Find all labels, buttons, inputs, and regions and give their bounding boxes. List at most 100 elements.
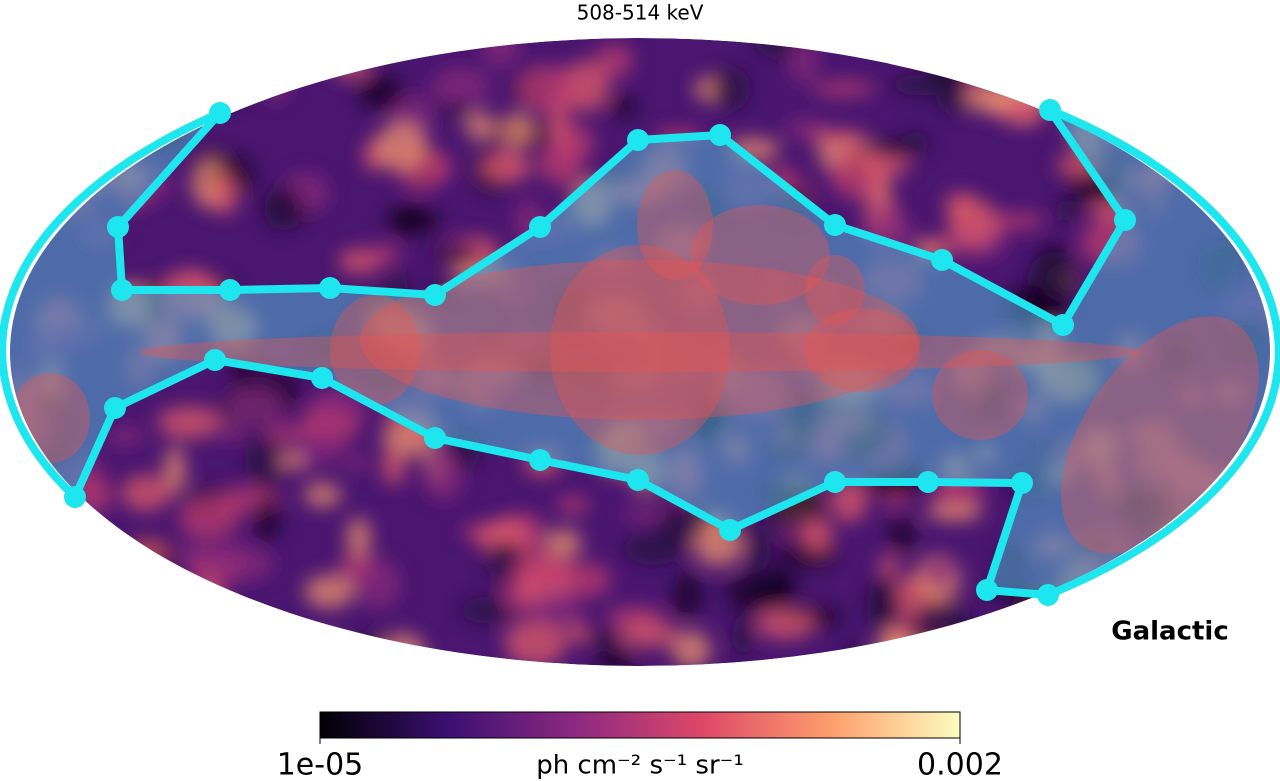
texture-blob <box>385 207 442 233</box>
analysis-region <box>10 110 1270 595</box>
texture-blob <box>1217 531 1270 564</box>
texture-blob <box>171 542 231 564</box>
texture-blob <box>1206 89 1244 113</box>
texture-blob <box>1068 645 1123 666</box>
texture-blob <box>672 572 704 618</box>
texture-blob <box>841 641 862 666</box>
texture-blob <box>192 581 226 624</box>
texture-blob <box>1050 45 1109 78</box>
texture-blob <box>169 98 192 125</box>
region-vertex <box>917 471 939 493</box>
texture-blob <box>802 517 833 554</box>
texture-blob <box>186 645 219 666</box>
region-vertex <box>627 469 649 491</box>
texture-blob <box>106 47 157 79</box>
texture-blob <box>200 69 250 106</box>
texture-blob <box>854 155 911 177</box>
texture-blob <box>910 601 973 651</box>
region-vertex <box>1011 472 1033 494</box>
texture-blob <box>157 405 221 440</box>
texture-blob <box>596 648 635 666</box>
texture-blob <box>303 482 342 508</box>
texture-blob <box>357 75 406 111</box>
texture-blob <box>557 495 589 515</box>
texture-blob <box>316 437 347 464</box>
texture-blob <box>711 67 751 111</box>
region-vertex <box>311 367 333 389</box>
texture-blob <box>363 649 389 666</box>
region-vertex <box>824 471 846 493</box>
region-vertex <box>529 216 551 238</box>
texture-blob <box>1021 51 1067 91</box>
texture-blob <box>10 63 56 92</box>
texture-blob <box>266 68 290 102</box>
texture-blob <box>1181 60 1209 90</box>
texture-blob <box>965 84 1012 113</box>
texture-blob <box>1066 589 1111 615</box>
texture-blob <box>925 503 983 521</box>
texture-blob <box>811 130 867 148</box>
texture-blob <box>305 635 347 666</box>
sky-map <box>10 38 1270 666</box>
texture-blob <box>465 111 496 141</box>
texture-blob <box>889 74 950 96</box>
texture-blob <box>1191 580 1248 602</box>
texture-blob <box>36 71 59 108</box>
region-vertex <box>824 214 846 236</box>
region-vertex <box>931 249 953 271</box>
region-vertex <box>529 449 551 471</box>
texture-blob <box>928 60 964 82</box>
texture-blob <box>566 622 589 644</box>
texture-blob <box>182 38 223 64</box>
region-vertex <box>424 284 446 306</box>
region-vertex <box>627 129 649 151</box>
texture-blob <box>104 92 150 130</box>
region-vertex <box>1037 584 1059 606</box>
texture-blob <box>584 629 625 649</box>
texture-blob <box>948 198 1000 248</box>
region-vertex <box>1114 209 1136 231</box>
texture-blob <box>431 66 491 109</box>
texture-blob <box>178 496 240 539</box>
region-vertex <box>1052 314 1074 336</box>
texture-blob <box>15 492 68 541</box>
texture-blob <box>499 112 536 149</box>
frame-label: Galactic <box>1111 617 1229 647</box>
texture-blob <box>900 131 930 155</box>
texture-blob <box>1200 526 1246 556</box>
colorbar-ticks: 1e-05 0.002 <box>277 738 1003 781</box>
texture-blob <box>44 113 70 133</box>
map-title: 508-514 keV <box>577 1 704 25</box>
region-vertices <box>64 99 1136 606</box>
texture-blob <box>304 574 355 609</box>
texture-blob <box>1010 38 1049 50</box>
region-vertex <box>104 397 126 419</box>
texture-blob <box>1198 573 1261 616</box>
texture-blob <box>10 595 25 638</box>
texture-blob <box>257 48 281 98</box>
texture-blob <box>46 38 105 48</box>
texture-blob <box>1250 643 1270 666</box>
texture-blob <box>1149 110 1171 134</box>
colorbar-tick-label: 1e-05 <box>277 748 364 781</box>
texture-blob <box>244 435 285 488</box>
texture-blob <box>352 630 385 666</box>
texture-blob <box>895 38 949 56</box>
region-vertex <box>64 486 86 508</box>
region-vertex <box>111 279 133 301</box>
region-vertex <box>1039 99 1061 121</box>
texture-blob <box>10 161 68 199</box>
texture-blob <box>381 448 406 486</box>
texture-blob <box>789 38 819 86</box>
texture-blob <box>725 572 779 613</box>
texture-blob <box>609 95 637 118</box>
texture-blob <box>504 619 567 666</box>
texture-blob <box>481 38 520 69</box>
colorbar <box>319 711 961 739</box>
texture-blob <box>994 212 1044 230</box>
texture-blob <box>367 245 400 264</box>
region-vertex <box>976 579 998 601</box>
texture-blob <box>121 474 172 512</box>
texture-blob <box>129 538 169 566</box>
region-vertex <box>107 216 129 238</box>
